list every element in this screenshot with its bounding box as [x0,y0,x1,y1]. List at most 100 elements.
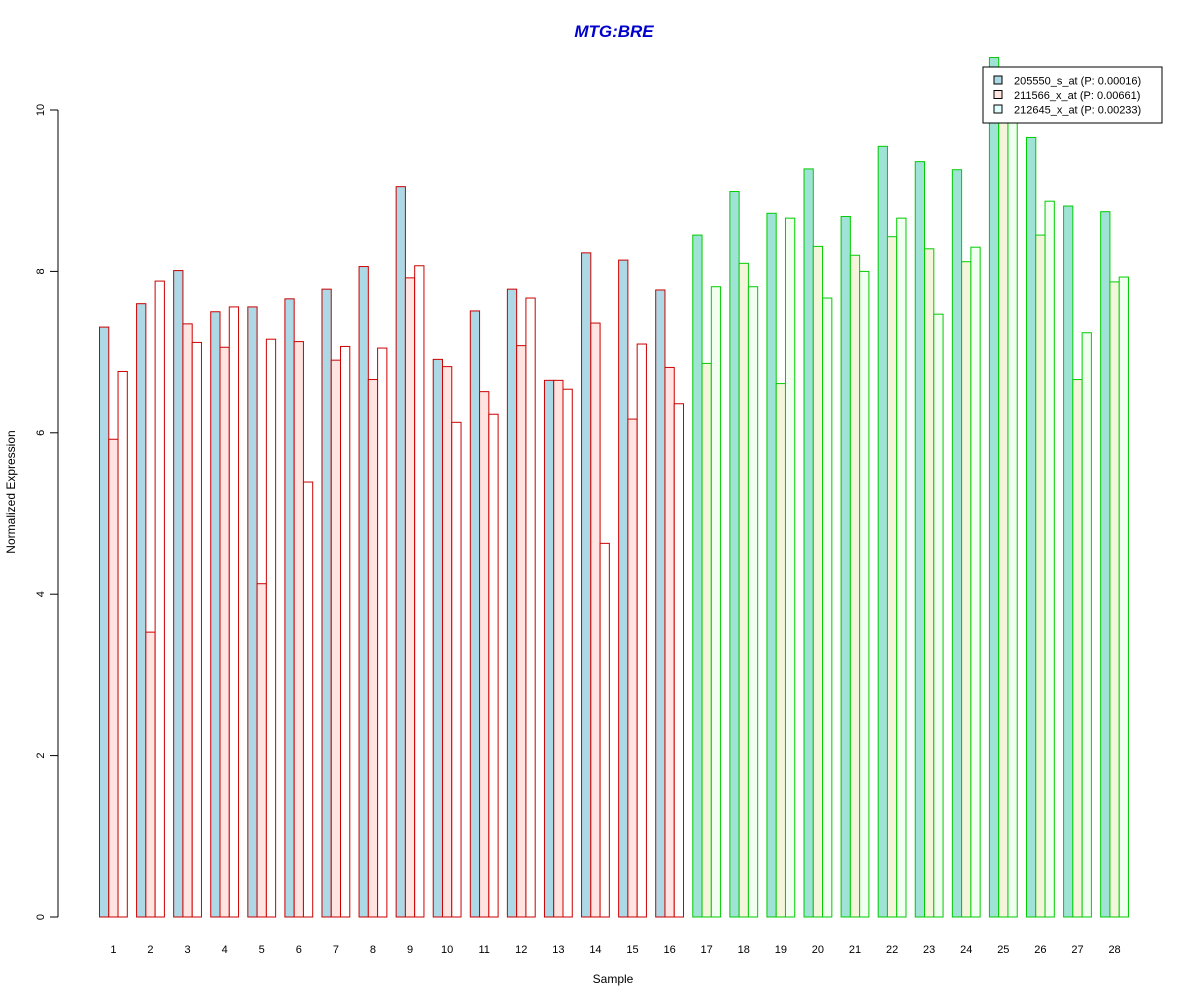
y-tick-label: 0 [35,914,47,920]
x-tick-label: 27 [1071,944,1083,956]
bar [210,311,221,918]
bar [701,362,712,918]
bar [896,217,907,918]
bar [655,289,666,918]
x-tick-label: 19 [775,944,787,956]
bar [673,403,685,918]
legend-box [982,66,1163,124]
x-tick-label: 8 [370,944,376,956]
bar [516,345,527,918]
x-tick-label: 28 [1108,944,1120,956]
bar [1081,332,1092,918]
bar [627,418,638,918]
bar [451,421,462,918]
chart-title: MTG:BRE [574,22,654,41]
legend: 205550_s_at (P: 0.00016) 211566_x_at (P: … [982,66,1163,124]
bar [766,212,777,918]
bar [590,322,601,918]
bar [330,359,342,918]
bar [886,236,898,918]
bar [1072,379,1083,918]
legend-entry: 212645_x_at (P: 0.00233) [1014,105,1141,117]
bar [228,306,240,918]
x-tick-label: 20 [812,944,824,956]
bar [414,265,425,918]
bar [293,341,304,918]
y-tick-label: 4 [35,591,47,597]
bar [599,542,610,918]
x-tick-label: 13 [552,944,564,956]
bar [1007,81,1018,918]
bar [961,261,972,918]
y-axis: 0 2 4 6 8 10 [35,104,59,920]
bar [404,277,416,918]
bar [998,78,1009,918]
legend-entry: 205550_s_at (P: 0.00016) [1014,76,1141,88]
x-tick-label: 9 [407,944,413,956]
x-tick-label: 7 [333,944,339,956]
bar [145,631,156,918]
x-tick-label: 14 [589,944,601,956]
bar [803,168,814,918]
x-tick-label: 18 [738,944,750,956]
y-axis-label: Normalized Expression [4,430,18,553]
bar [581,252,592,918]
bar [618,259,629,918]
bar [469,310,481,918]
bar [859,270,870,918]
bar [812,245,824,918]
bar [265,338,277,918]
bar [108,438,119,918]
bar [664,366,675,918]
bar [822,297,833,918]
bar [256,583,267,918]
legend-swatch [993,75,1003,85]
bar [988,57,1000,918]
bar [1118,276,1129,918]
y-tick-label: 6 [35,430,47,436]
bar [340,345,351,918]
bar [302,481,314,918]
x-axis-tick-labels: 1 2 3 4 5 6 7 8 9 10 11 12 13 14 15 16 17 18 19 20 21 22 23 24 2… [110,944,1120,956]
bar [219,346,230,918]
bar [479,391,490,918]
bar [729,191,740,918]
x-tick-label: 10 [441,944,453,956]
bar [488,413,499,918]
bar [562,388,573,918]
bar [247,306,258,918]
bar [321,288,332,918]
bar [377,347,388,918]
x-tick-label: 6 [296,944,302,956]
x-tick-label: 2 [147,944,153,956]
bar [441,366,453,918]
bar [117,370,128,918]
bar [1044,200,1055,918]
bar [1035,234,1046,918]
bar [395,186,406,918]
x-tick-label: 16 [663,944,675,956]
x-tick-label: 1 [110,944,116,956]
bar [1063,205,1074,918]
legend-swatch [993,90,1003,99]
bar [970,246,981,918]
x-tick-label: 15 [626,944,638,956]
bar [506,288,518,918]
bar [924,248,935,918]
bar [784,217,796,918]
x-tick-label: 12 [515,944,527,956]
x-tick-label: 5 [259,944,265,956]
x-tick-label: 4 [222,944,228,956]
bar [914,161,926,918]
bar [284,298,295,918]
bar [191,341,202,918]
x-tick-label: 11 [478,944,489,956]
bar [543,379,555,918]
y-tick-label: 8 [35,268,47,274]
bar [154,280,165,918]
bar [775,383,786,918]
bar [1109,281,1120,918]
bar [710,286,722,918]
